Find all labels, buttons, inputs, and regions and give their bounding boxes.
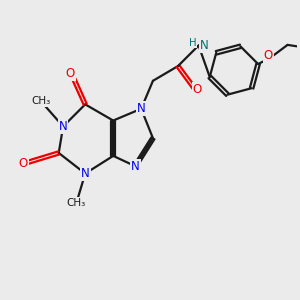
Text: N: N: [137, 102, 146, 115]
Text: CH₃: CH₃: [32, 96, 51, 106]
Text: O: O: [193, 83, 202, 96]
Text: N: N: [81, 167, 90, 180]
Text: N: N: [131, 160, 140, 173]
Text: O: O: [66, 67, 75, 80]
Text: H: H: [189, 38, 196, 47]
Text: CH₃: CH₃: [67, 198, 86, 208]
Text: O: O: [264, 49, 273, 62]
Text: N: N: [59, 120, 68, 133]
Text: N: N: [200, 39, 208, 52]
Text: O: O: [19, 157, 28, 170]
